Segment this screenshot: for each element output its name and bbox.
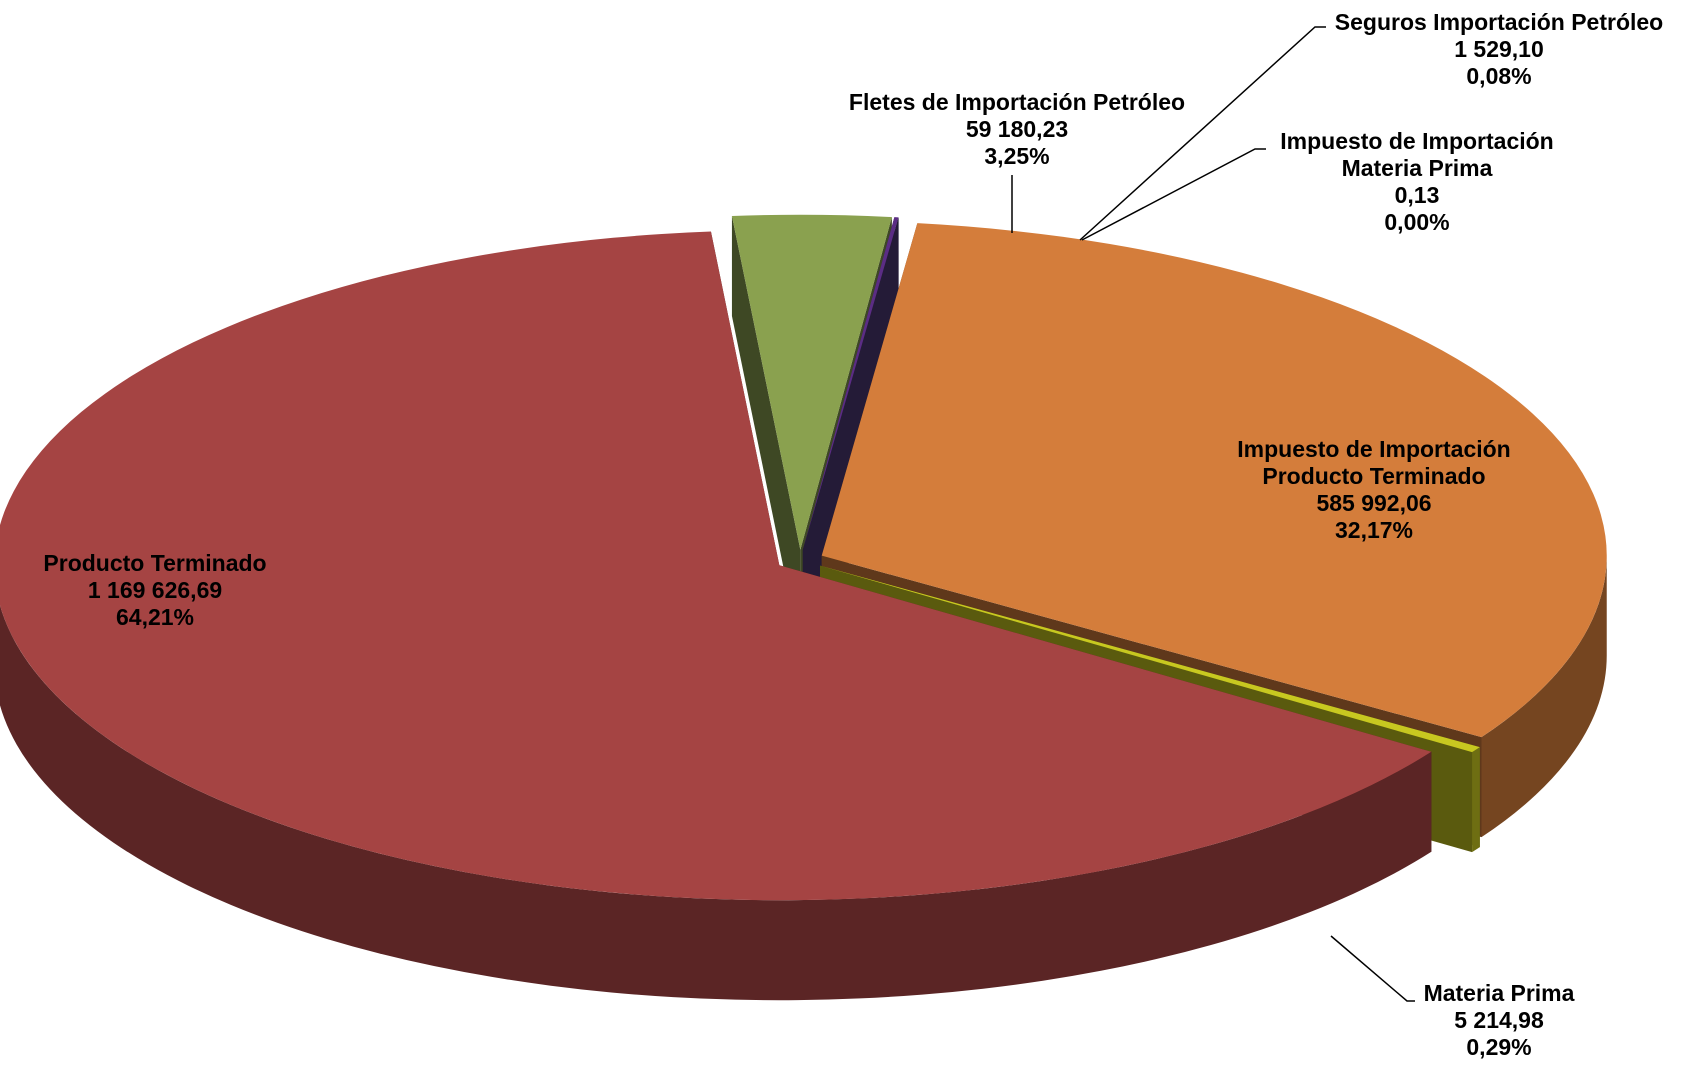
slice-side bbox=[1481, 555, 1607, 838]
pie-slice bbox=[731, 214, 892, 550]
slice-percent: 0,29% bbox=[1466, 1034, 1532, 1060]
slice-wall bbox=[731, 216, 801, 650]
data-label: Materia Prima 5 214,98 0,29% bbox=[1424, 980, 1575, 1061]
slice-value: 1 529,10 bbox=[1454, 36, 1544, 62]
pie-slice bbox=[802, 217, 899, 550]
leader-line bbox=[1079, 26, 1326, 241]
slice-value: 1 169 626,69 bbox=[87, 577, 223, 603]
slice-percent: 0,00% bbox=[1384, 209, 1450, 235]
slice-percent: 32,17% bbox=[1334, 517, 1413, 543]
data-label: Impuesto de Importación Materia Prima 0,1… bbox=[1267, 128, 1567, 236]
slice-percent: 3,25% bbox=[984, 143, 1050, 169]
slice-value: 0,13 bbox=[1394, 182, 1440, 208]
leader-line bbox=[1081, 148, 1266, 241]
data-label: Fletes de Importación Petróleo 59 180,23 3… bbox=[849, 89, 1185, 170]
pie-slice bbox=[0, 231, 1432, 901]
slice-name: Fletes de Importación Petróleo bbox=[848, 89, 1186, 115]
data-label: Seguros Importación Petróleo 1 529,10 0,08… bbox=[1335, 9, 1663, 90]
pie-slice bbox=[820, 565, 1480, 753]
slice-percent: 64,21% bbox=[115, 604, 195, 630]
slice-name: Impuesto de Importación Producto Termina… bbox=[1237, 436, 1511, 489]
slice-value: 59 180,23 bbox=[965, 116, 1069, 142]
pie-slice bbox=[821, 223, 1607, 738]
data-label: Impuesto de Importación Producto Termina… bbox=[1224, 436, 1524, 544]
slice-side bbox=[1472, 747, 1480, 853]
leader-line bbox=[1330, 935, 1415, 1002]
slice-name: Producto Terminado bbox=[43, 550, 267, 576]
pie-slice bbox=[802, 217, 899, 550]
slice-side bbox=[0, 605, 1432, 1001]
slice-name: Materia Prima bbox=[1423, 980, 1575, 1006]
slice-value: 5 214,98 bbox=[1454, 1007, 1544, 1033]
slice-percent: 0,08% bbox=[1466, 63, 1532, 89]
slice-name: Impuesto de Importación Materia Prima bbox=[1280, 128, 1554, 181]
slice-name: Seguros Importación Petróleo bbox=[1334, 9, 1664, 35]
data-label: Producto Terminado 1 169 626,69 64,21% bbox=[43, 550, 266, 631]
slice-value: 585 992,06 bbox=[1316, 490, 1432, 516]
